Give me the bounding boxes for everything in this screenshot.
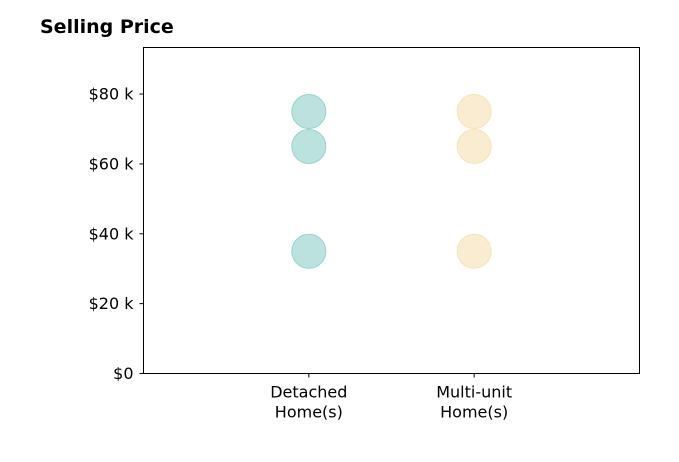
y-tick-label: $20 k	[89, 294, 135, 313]
data-point-0-0	[291, 94, 327, 130]
chart-title: Selling Price	[40, 16, 174, 38]
x-tick-label: Detached Home(s)	[270, 383, 347, 422]
data-point-1-0	[456, 94, 492, 130]
y-axis: $0 $20 k $40 k $60 k $80 k	[89, 85, 144, 383]
x-axis: Detached Home(s) Multi-unit Home(s)	[270, 373, 512, 422]
y-tick-label: $0	[113, 364, 133, 383]
data-point-1-2	[456, 233, 492, 269]
y-tick-label: $60 k	[89, 154, 135, 173]
markers-layer	[291, 94, 492, 269]
y-tick-label: $80 k	[89, 85, 135, 104]
data-point-0-2	[291, 233, 327, 269]
x-tick-label: Multi-unit Home(s)	[436, 383, 512, 422]
y-tick-label: $40 k	[89, 224, 135, 243]
data-point-1-1	[456, 128, 492, 164]
plot-frame	[143, 47, 640, 374]
data-point-0-1	[291, 128, 327, 164]
